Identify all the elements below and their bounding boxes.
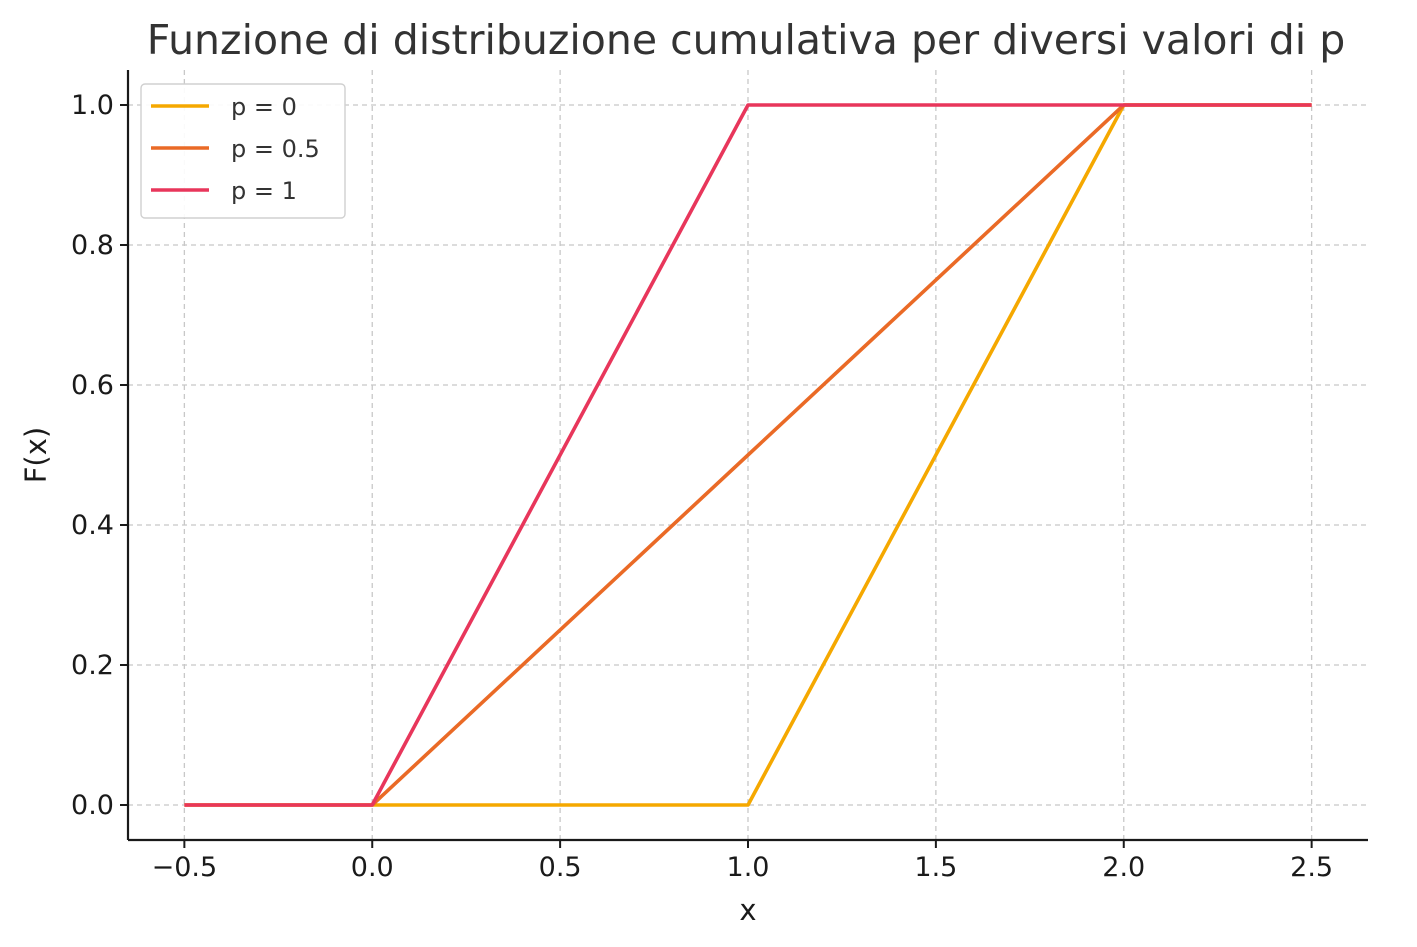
x-tick-label: 1.0 <box>727 852 770 883</box>
x-tick-label: −0.5 <box>152 852 218 883</box>
x-tick-label: 2.0 <box>1102 852 1145 883</box>
x-axis-label: x <box>739 893 756 927</box>
legend-label: p = 0 <box>231 93 297 121</box>
x-ticks: −0.5 0.0 0.5 1.0 1.5 2.0 2.5 <box>152 840 1333 883</box>
y-ticks: 0.0 0.2 0.4 0.6 0.8 1.0 <box>71 90 128 821</box>
x-tick-label: 0.5 <box>539 852 582 883</box>
plot-lines <box>184 103 1312 807</box>
y-tick-label: 0.0 <box>71 790 114 821</box>
series-line <box>184 103 1312 807</box>
grid <box>128 70 1368 840</box>
legend-label: p = 1 <box>231 177 297 205</box>
y-tick-label: 0.4 <box>71 510 114 541</box>
y-tick-label: 1.0 <box>71 90 114 121</box>
y-tick-label: 0.2 <box>71 650 114 681</box>
y-axis-label: F(x) <box>19 427 53 483</box>
y-tick-label: 0.8 <box>71 230 114 261</box>
legend-label: p = 0.5 <box>231 135 320 163</box>
x-tick-label: 2.5 <box>1290 852 1333 883</box>
chart-title: Funzione di distribuzione cumulativa per… <box>147 16 1346 64</box>
legend: p = 0 p = 0.5 p = 1 <box>140 83 346 219</box>
x-tick-label: 0.0 <box>351 852 394 883</box>
y-tick-label: 0.6 <box>71 370 114 401</box>
legend-frame <box>140 83 346 219</box>
x-tick-label: 1.5 <box>914 852 957 883</box>
